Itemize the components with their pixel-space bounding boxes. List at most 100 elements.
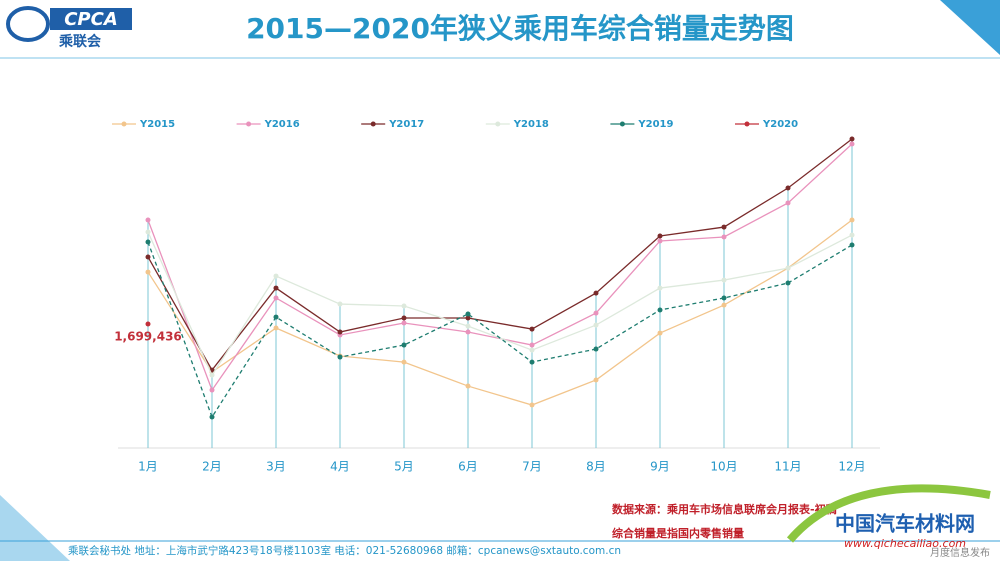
data-point [145, 269, 151, 275]
data-point [657, 238, 663, 244]
data-point [849, 242, 855, 248]
data-point [849, 141, 855, 147]
x-tick-label: 11月 [774, 460, 801, 474]
logo-text: CPCA [64, 9, 118, 30]
logo-sub: 乘联会 [58, 33, 102, 50]
data-point [593, 346, 599, 352]
data-point [721, 234, 727, 240]
data-point [209, 414, 215, 420]
watermark-url: www.qichecailiao.com [844, 537, 966, 550]
data-point [785, 265, 791, 271]
x-tick-label: 7月 [522, 460, 542, 474]
data-point [593, 377, 599, 383]
data-point [465, 311, 471, 317]
x-tick-label: 12月 [838, 460, 865, 474]
logo-ring [6, 6, 50, 42]
data-point [465, 315, 471, 321]
legend-label: Y2015 [139, 119, 175, 130]
data-point [145, 321, 151, 327]
data-point [337, 354, 343, 360]
watermark-name: 中国汽车材料网 [835, 512, 975, 536]
data-point [593, 322, 599, 328]
data-point [465, 383, 471, 389]
footer-tag: 月度信息发布 [930, 546, 990, 559]
series-line [147, 231, 853, 377]
data-point [209, 372, 215, 378]
data-point [529, 359, 535, 365]
data-point [145, 229, 151, 235]
legend-marker [246, 121, 252, 127]
x-tick-label: 9月 [650, 460, 670, 474]
data-point [145, 239, 151, 245]
x-tick-label: 5月 [394, 460, 414, 474]
x-tick-label: 3月 [266, 460, 286, 474]
data-point [209, 387, 215, 393]
x-tick-label: 10月 [710, 460, 737, 474]
slide-title: 2015—2020年狭义乘用车综合销量走势图 [246, 12, 794, 45]
data-point [401, 315, 407, 321]
watermark-swoosh [786, 484, 991, 543]
data-point [657, 307, 663, 313]
legend-marker [744, 121, 750, 127]
data-point [145, 217, 151, 223]
data-point [401, 320, 407, 326]
data-point [401, 342, 407, 348]
data-point [337, 329, 343, 335]
series-line [147, 219, 853, 406]
data-point [401, 359, 407, 365]
data-point [529, 326, 535, 332]
data-point [465, 329, 471, 335]
data-point [593, 310, 599, 316]
data-point [273, 295, 279, 301]
legend-label: Y2020 [762, 119, 798, 130]
data-point [785, 200, 791, 206]
plot: 1月 2月 3月 4月 5月 6月 7月 8月 9月 10月 11月 12月 Y2015 Y2016 Y20… [112, 119, 880, 474]
x-tick-label: 2月 [202, 460, 222, 474]
data-point [529, 347, 535, 353]
x-tick-label: 6月 [458, 460, 478, 474]
data-point [529, 402, 535, 408]
legend-marker [121, 121, 127, 127]
data-point [721, 224, 727, 230]
data-point [849, 136, 855, 142]
data-point [785, 280, 791, 286]
data-point [529, 342, 535, 348]
x-tick-label: 1月 [138, 460, 158, 474]
data-point [721, 277, 727, 283]
legend-label: Y2019 [637, 119, 673, 130]
corner-deco [0, 495, 70, 561]
data-label: 1,699,436 [114, 329, 182, 343]
legend-marker [495, 121, 501, 127]
data-point [273, 285, 279, 291]
logo-bar [50, 8, 132, 30]
data-point [657, 233, 663, 239]
series-line [147, 138, 853, 372]
data-point [465, 323, 471, 329]
data-point [657, 285, 663, 291]
legend-label: Y2017 [388, 119, 424, 130]
legend-marker [619, 121, 625, 127]
data-point [145, 254, 151, 260]
data-point [721, 302, 727, 308]
legend-marker [370, 121, 376, 127]
data-point [721, 295, 727, 301]
footer: 乘联会秘书处 地址：上海市武宁路423号18号楼1103室 电话：021-526… [68, 544, 621, 557]
source-note: 数据来源：乘用车市场信息联席会月报表-初稿 [612, 502, 837, 516]
x-tick-label: 4月 [330, 460, 350, 474]
data-point [273, 325, 279, 331]
legend-label: Y2018 [513, 119, 549, 130]
data-point [657, 330, 663, 336]
source-note: 综合销量是指国内零售销量 [612, 526, 744, 540]
data-point [849, 217, 855, 223]
data-point [273, 314, 279, 320]
data-point [785, 185, 791, 191]
data-point [273, 273, 279, 279]
legend-label: Y2016 [264, 119, 300, 130]
data-point [337, 301, 343, 307]
corner-deco [940, 0, 1000, 55]
x-tick-label: 8月 [586, 460, 606, 474]
data-point [849, 232, 855, 238]
data-point [593, 290, 599, 296]
series-line [147, 241, 853, 419]
